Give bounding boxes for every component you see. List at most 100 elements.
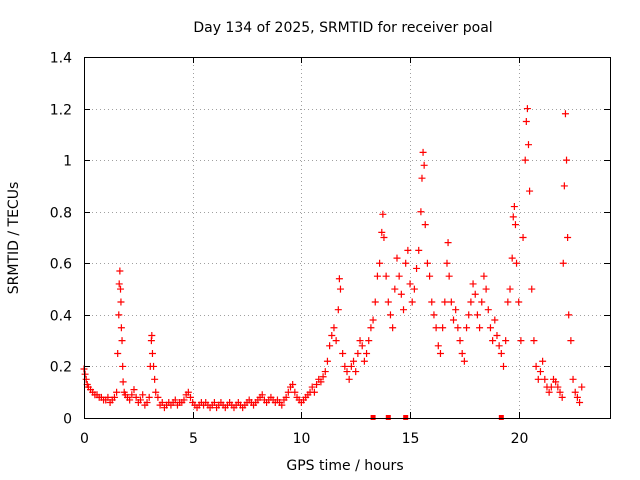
data-point-marker [545,388,553,396]
data-point-marker [499,362,507,370]
data-point-marker [439,324,447,332]
data-point-marker [184,388,192,396]
data-point-marker [114,350,122,358]
data-point-marker [404,246,412,254]
data-point-marker [456,337,464,345]
data-point-marker [421,221,429,229]
data-point-marker [444,239,452,247]
data-point-marker [278,401,286,409]
data-point-marker [330,324,338,332]
data-point-marker [563,156,571,164]
data-point-marker [313,380,321,388]
data-point-marker [534,375,542,383]
data-point-marker [336,285,344,293]
data-point-marker [332,337,340,345]
data-point-marker [561,110,569,118]
data-point-marker [517,337,525,345]
data-point-marker [413,264,421,272]
data-point-marker [565,311,573,319]
data-point-marker [417,208,425,216]
y-tick-label: 1 [63,154,72,170]
data-point-marker [117,285,125,293]
data-point-marker [115,311,123,319]
data-point-marker [523,105,531,113]
data-point-marker [150,362,158,370]
data-point-marker [363,350,371,358]
data-point-marker [491,316,499,324]
data-point-marker [547,383,555,391]
data-point-marker [530,337,538,345]
data-point-marker [376,259,384,267]
x-tick-label: 20 [511,431,529,447]
data-point-marker [478,298,486,306]
data-point-marker [426,272,434,280]
data-point-marker [454,324,462,332]
plot-frame [84,57,611,419]
data-point-marker [104,393,112,401]
data-point-marker [486,324,494,332]
data-point-marker [180,396,188,404]
data-point-marker [430,311,438,319]
data-point-marker [334,306,342,314]
data-point-marker [524,141,532,149]
data-point-marker [578,383,586,391]
data-point-marker [308,383,316,391]
data-point-marker [552,378,560,386]
data-series-srmtid [80,105,586,420]
data-point-marker [137,396,145,404]
data-point-marker [382,272,390,280]
data-point-marker [347,362,355,370]
baseline-marker [385,415,391,420]
data-point-marker [528,285,536,293]
data-point-marker [139,391,147,399]
data-point-marker [495,342,503,350]
data-point-marker [321,368,329,376]
data-point-marker [423,259,431,267]
data-point-marker [567,337,575,345]
y-tick-label: 1.4 [50,51,72,67]
data-point-marker [554,383,562,391]
data-point-marker [532,362,540,370]
data-point-marker [432,324,440,332]
data-point-marker [436,350,444,358]
data-point-marker [289,380,297,388]
data-point-marker [145,393,153,401]
data-point-marker [335,275,343,283]
data-point-marker [541,375,549,383]
data-point-marker [352,368,360,376]
x-tick-label: 15 [402,431,420,447]
data-point-marker [558,393,566,401]
data-point-marker [358,342,366,350]
data-point-marker [371,298,379,306]
axis-ticks: 0 0.2 0.4 0.6 0.8 1 1.2 1.4 0 5 10 15 20 [50,51,610,447]
y-tick-label: 0.4 [50,309,72,325]
data-point-marker [152,388,160,396]
data-point-marker [384,298,392,306]
data-point-marker [369,316,377,324]
data-point-marker [128,391,136,399]
data-point-marker [187,393,195,401]
data-point-marker [493,331,501,339]
data-point-marker [502,337,510,345]
data-point-marker [397,290,405,298]
data-point-marker [410,285,418,293]
data-point-marker [539,357,547,365]
data-point-marker [81,370,89,378]
data-point-marker [291,388,299,396]
data-point-marker [115,280,123,288]
data-point-marker [473,311,481,319]
data-point-marker [378,228,386,236]
baseline-marker [498,415,504,420]
data-point-marker [469,280,477,288]
data-point-marker [519,234,527,241]
data-point-marker [452,306,460,314]
data-point-marker [82,375,90,383]
chart-title: Day 134 of 2025, SRMTID for receiver poa… [193,20,492,36]
data-point-marker [408,298,416,306]
grid-lines [84,57,610,418]
data-point-marker [367,324,375,332]
data-point-marker [564,234,572,241]
data-point-marker [420,161,428,169]
